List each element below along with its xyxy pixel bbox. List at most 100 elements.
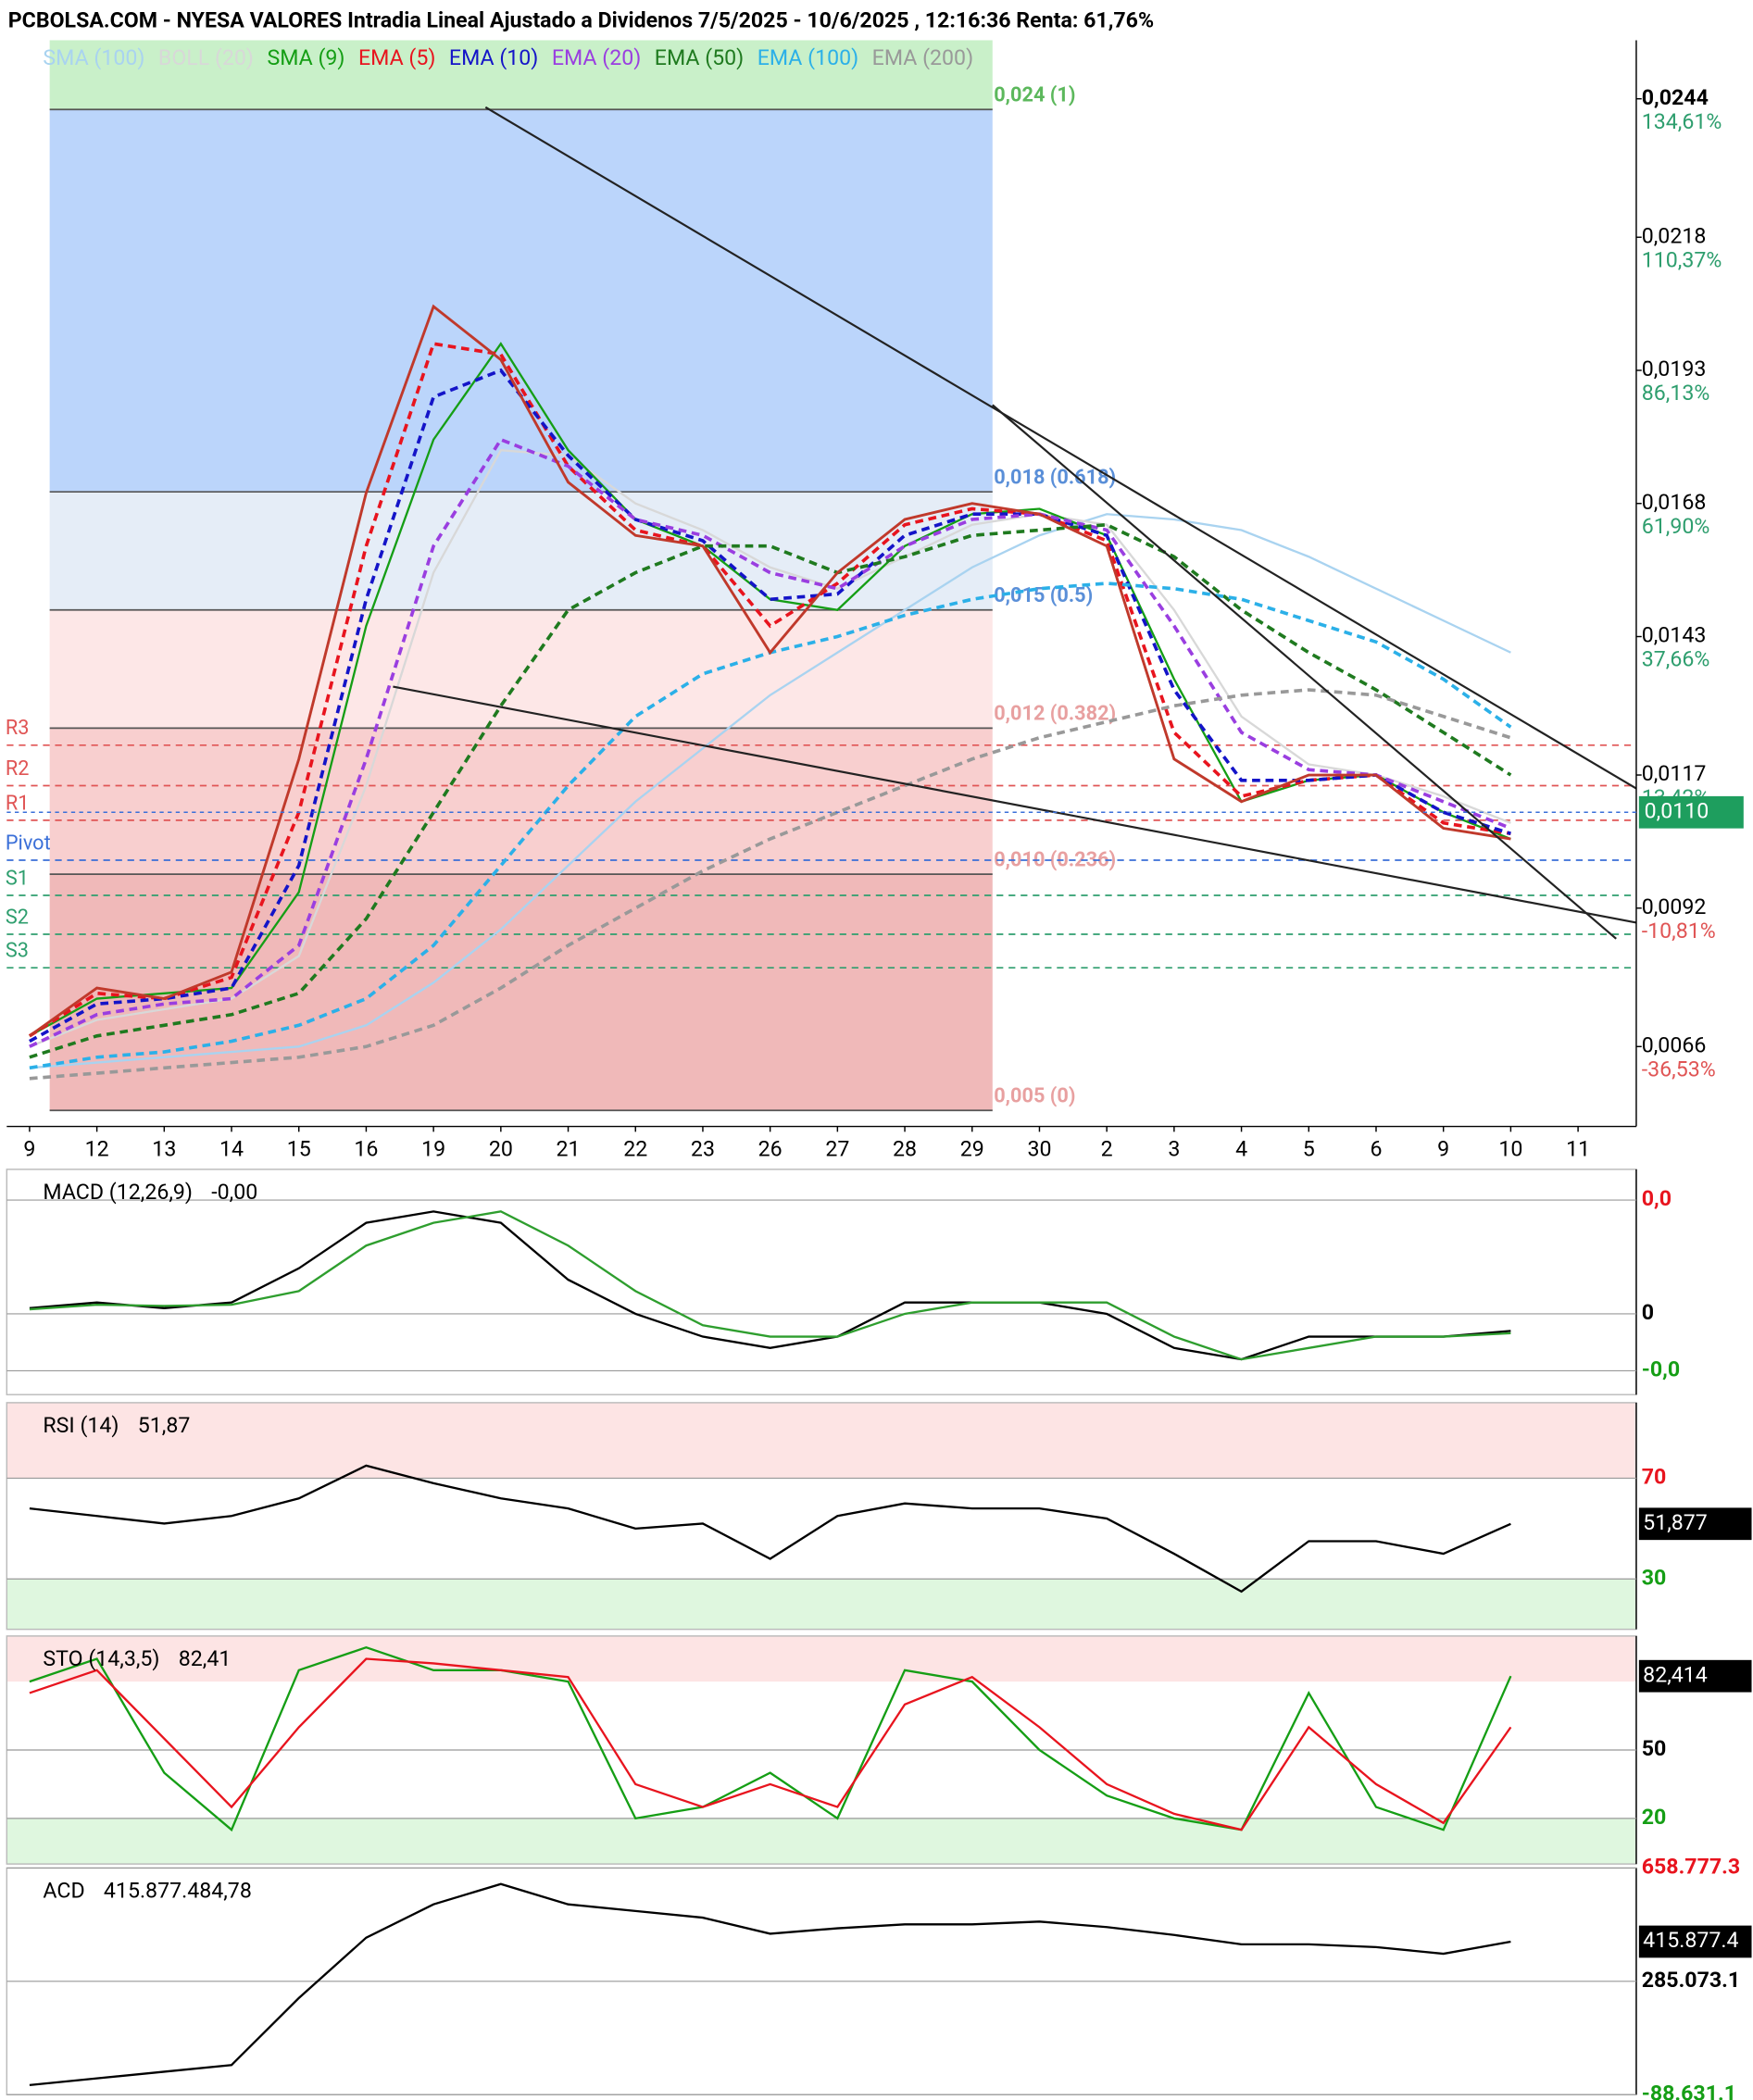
indicator-line bbox=[29, 449, 1511, 1048]
pivot-label: S3 bbox=[6, 940, 29, 963]
x-tick-label: 3 bbox=[1168, 1137, 1180, 1162]
pivot-label: S2 bbox=[6, 906, 29, 929]
last-box bbox=[1638, 1507, 1752, 1541]
pivot-label: R3 bbox=[6, 717, 30, 740]
x-tick-label: 23 bbox=[691, 1137, 715, 1162]
last-label: 51,877 bbox=[1643, 1510, 1708, 1535]
y-tick-label: 0,0193 bbox=[1642, 356, 1707, 381]
x-tick-label: 14 bbox=[219, 1137, 244, 1162]
panel-readout: 51,87 bbox=[138, 1413, 191, 1438]
y-tick-label: 0,0168 bbox=[1642, 490, 1707, 515]
indicator-line bbox=[29, 513, 1511, 1069]
fib-label: 0,018 (0.618) bbox=[994, 466, 1116, 489]
x-tick-label: 19 bbox=[421, 1137, 445, 1162]
fib-label: 0,005 (0) bbox=[994, 1085, 1075, 1108]
y-tick-label: 0,0244 bbox=[1642, 85, 1709, 110]
y-tick-label: 285.073.1 bbox=[1642, 1968, 1740, 1993]
band bbox=[6, 1635, 1636, 1682]
indicator-line bbox=[29, 342, 1511, 1037]
y-tick-label: 20 bbox=[1642, 1805, 1667, 1830]
x-tick-label: 5 bbox=[1303, 1137, 1315, 1162]
chart-title: PCBOLSA.COM - NYESA VALORES Intradia Lin… bbox=[8, 7, 1154, 32]
legend-entry: EMA (20) bbox=[552, 45, 641, 70]
pivot-label: R1 bbox=[6, 792, 30, 815]
fib-top-band bbox=[49, 40, 993, 110]
x-tick-label: 15 bbox=[287, 1137, 311, 1162]
indicator-line bbox=[29, 1645, 1512, 1832]
fib-zone bbox=[49, 874, 993, 1111]
y-tick-pct: 37,66% bbox=[1642, 647, 1710, 672]
y-tick-label: 30 bbox=[1642, 1565, 1667, 1590]
legend-entry: EMA (5) bbox=[358, 45, 435, 70]
y-tick-label: 70 bbox=[1642, 1465, 1667, 1490]
x-tick-label: 16 bbox=[354, 1137, 378, 1162]
legend-entry: BOLL (20) bbox=[158, 45, 254, 70]
last-label: 415.877.4 bbox=[1643, 1928, 1738, 1953]
pivot-label: S1 bbox=[6, 867, 29, 890]
indicator-line bbox=[28, 342, 1511, 1038]
indicator-line bbox=[29, 1657, 1512, 1831]
panel-title: MACD (12,26,9) bbox=[43, 1180, 193, 1205]
y-tick-pct: 61,90% bbox=[1642, 514, 1710, 539]
y-tick-label: 0,0143 bbox=[1642, 623, 1707, 648]
y-tick-label: -88.631.1 bbox=[1642, 2081, 1736, 2100]
pivot-label: Pivot bbox=[6, 831, 51, 855]
x-tick-label: 2 bbox=[1101, 1137, 1113, 1162]
band bbox=[6, 1402, 1636, 1479]
panel-readout: -0,00 bbox=[211, 1180, 257, 1205]
x-tick-label: 26 bbox=[758, 1137, 783, 1162]
last-label: 82,414 bbox=[1643, 1662, 1708, 1687]
x-tick-label: 21 bbox=[557, 1137, 581, 1162]
x-tick-label: 4 bbox=[1235, 1137, 1247, 1162]
band bbox=[6, 1579, 1636, 1630]
x-tick-label: 13 bbox=[152, 1137, 176, 1162]
indicator-line bbox=[29, 1210, 1511, 1361]
legend-entry: SMA (100) bbox=[43, 45, 144, 70]
x-tick-label: 10 bbox=[1498, 1137, 1522, 1162]
last-box bbox=[1638, 795, 1744, 829]
x-tick-label: 29 bbox=[960, 1137, 984, 1162]
y-tick-pct: -10,81% bbox=[1642, 919, 1716, 944]
y-tick-label: 0,0117 bbox=[1642, 761, 1707, 786]
legend-entry: EMA (50) bbox=[655, 45, 744, 70]
legend-entry: SMA (9) bbox=[267, 45, 344, 70]
trend-line bbox=[484, 106, 1637, 790]
indicator-line bbox=[29, 1882, 1511, 2087]
x-tick-label: 9 bbox=[23, 1137, 35, 1162]
band bbox=[6, 1818, 1636, 1865]
last-box bbox=[1638, 1925, 1752, 1958]
indicator-line bbox=[29, 1210, 1511, 1361]
y-tick-pct: 86,13% bbox=[1642, 381, 1710, 406]
y-tick-label: 0,0218 bbox=[1642, 223, 1707, 248]
x-tick-label: 27 bbox=[825, 1137, 849, 1162]
panel-readout: 415.877.484,78 bbox=[104, 1879, 252, 1904]
trend-line bbox=[992, 404, 1617, 940]
trend-line bbox=[393, 685, 1637, 924]
y-tick-label: 658.777.3 bbox=[1642, 1855, 1740, 1880]
fib-label: 0,012 (0.382) bbox=[994, 703, 1116, 726]
y-tick-pct: -36,53% bbox=[1642, 1056, 1716, 1081]
fib-zone bbox=[49, 609, 993, 729]
panel-title: ACD bbox=[43, 1879, 84, 1904]
indicator-line bbox=[29, 437, 1512, 1048]
y-tick-label: 0,0066 bbox=[1642, 1032, 1707, 1057]
y-tick-label: -0,0 bbox=[1642, 1357, 1680, 1382]
y-tick-pct: 134,61% bbox=[1642, 109, 1722, 134]
legend-entry: EMA (100) bbox=[758, 45, 858, 70]
y-tick-label: 50 bbox=[1642, 1736, 1667, 1761]
last-box bbox=[1638, 1659, 1752, 1693]
panel-title: RSI (14) bbox=[43, 1413, 119, 1438]
x-tick-label: 22 bbox=[623, 1137, 647, 1162]
x-tick-label: 9 bbox=[1437, 1137, 1449, 1162]
y-tick-label: 0,0 bbox=[1642, 1186, 1672, 1211]
fib-zone bbox=[49, 109, 993, 493]
fib-label: 0,024 (1) bbox=[994, 83, 1075, 106]
price-line bbox=[29, 304, 1511, 1037]
pivot-label: R2 bbox=[6, 757, 30, 781]
x-tick-label: 6 bbox=[1370, 1137, 1382, 1162]
legend-entry: EMA (200) bbox=[872, 45, 973, 70]
x-tick-label: 28 bbox=[893, 1137, 917, 1162]
x-tick-label: 20 bbox=[489, 1137, 513, 1162]
x-tick-label: 11 bbox=[1566, 1137, 1590, 1162]
